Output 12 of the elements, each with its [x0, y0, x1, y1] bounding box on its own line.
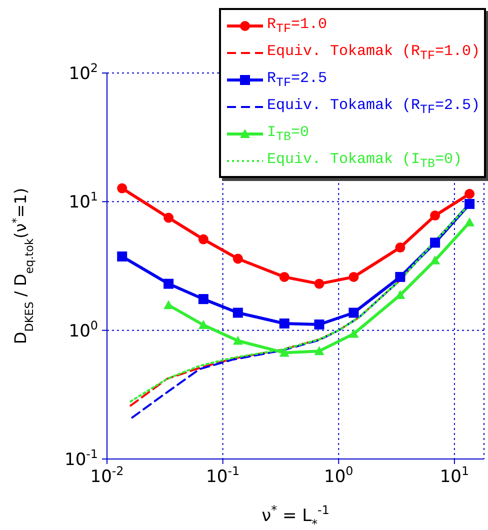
legend-label: Equiv. Tokamak (I$_{TB}$=0): [266, 150, 462, 170]
legend-label: R$_{TF}$=2.5: [266, 70, 327, 90]
legend-label: I$_{TB}$=0: [266, 124, 309, 144]
x-tick-label: 10$^{0}$: [324, 464, 354, 487]
legend-label: Equiv. Tokamak (R$_{TF}$=1.0): [266, 42, 480, 62]
legend-label: R$_{TF}$=1.0: [266, 16, 327, 36]
legend-label: Equiv. Tokamak (R$_{TF}$=2.5): [266, 96, 480, 116]
y-tick-label: 10$^{1}$: [68, 190, 98, 213]
y-tick-label: 10$^{0}$: [68, 318, 98, 342]
x-tick-label: 10$^{-1}$: [206, 464, 240, 487]
x-tick-label: 10$^{1}$: [440, 464, 470, 487]
y-tick-label: 10$^{2}$: [68, 61, 98, 84]
